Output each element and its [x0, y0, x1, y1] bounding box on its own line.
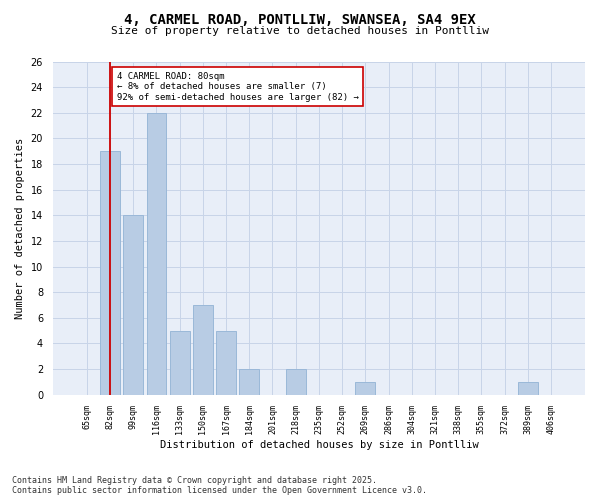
Bar — [124, 216, 143, 394]
Bar — [146, 113, 166, 394]
Text: 4 CARMEL ROAD: 80sqm
← 8% of detached houses are smaller (7)
92% of semi-detache: 4 CARMEL ROAD: 80sqm ← 8% of detached ho… — [117, 72, 359, 102]
Bar — [355, 382, 375, 394]
Text: Size of property relative to detached houses in Pontlliw: Size of property relative to detached ho… — [111, 26, 489, 36]
Bar — [170, 330, 190, 394]
Bar — [286, 369, 305, 394]
Text: 4, CARMEL ROAD, PONTLLIW, SWANSEA, SA4 9EX: 4, CARMEL ROAD, PONTLLIW, SWANSEA, SA4 9… — [124, 12, 476, 26]
Text: Contains HM Land Registry data © Crown copyright and database right 2025.
Contai: Contains HM Land Registry data © Crown c… — [12, 476, 427, 495]
Bar — [100, 151, 120, 394]
Bar — [518, 382, 538, 394]
X-axis label: Distribution of detached houses by size in Pontlliw: Distribution of detached houses by size … — [160, 440, 478, 450]
Y-axis label: Number of detached properties: Number of detached properties — [15, 138, 25, 318]
Bar — [239, 369, 259, 394]
Bar — [193, 305, 213, 394]
Bar — [216, 330, 236, 394]
